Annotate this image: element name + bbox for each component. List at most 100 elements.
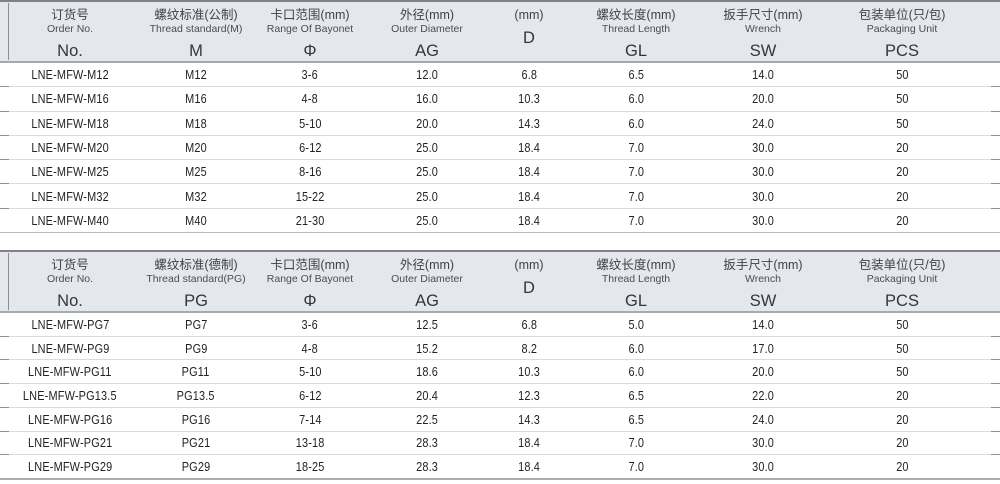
cell-value: 7.0 <box>628 212 644 228</box>
cell-inner-diameter: 18.4 <box>486 184 572 207</box>
table-row: LNE-MFW-M18 M18 5-10 20.0 14.3 6.0 24.0 50 <box>0 111 1000 137</box>
header-wrench-symbol: SW <box>749 292 777 310</box>
cell-value: 18.4 <box>518 459 540 475</box>
cell-value: LNE-MFW-PG7 <box>30 316 110 332</box>
cell-value: 30.0 <box>752 164 774 180</box>
cell-value: 20 <box>895 459 909 475</box>
cell-value: 6.0 <box>628 91 644 107</box>
cell-order-no: LNE-MFW-PG9 <box>0 337 140 360</box>
cell-thread-length: 7.0 <box>572 184 700 207</box>
cell-value: 20 <box>895 212 909 228</box>
cell-value: 24.0 <box>752 115 774 131</box>
cell-order-no: LNE-MFW-M16 <box>0 87 140 110</box>
cell-value: 6.5 <box>628 67 644 83</box>
cell-wrench: 20.0 <box>700 360 826 383</box>
cell-inner-diameter: 18.4 <box>486 209 572 232</box>
cell-outer-diameter: 28.3 <box>368 432 486 455</box>
cell-value: 20.0 <box>752 91 774 107</box>
cell-value: M40 <box>185 212 207 228</box>
header-bayonet-range-cn: 卡口范围(mm) <box>270 8 350 22</box>
cell-value: PG29 <box>181 459 211 475</box>
cell-thread-length: 6.0 <box>572 87 700 110</box>
cell-value: LNE-MFW-M40 <box>31 212 109 228</box>
cell-thread-standard: PG21 <box>140 432 252 455</box>
cell-thread-standard: M25 <box>140 160 252 183</box>
header-wrench-symbol: SW <box>749 42 777 60</box>
cell-inner-diameter: 8.2 <box>486 337 572 360</box>
cell-thread-length: 6.0 <box>572 360 700 383</box>
cell-order-no: LNE-MFW-M20 <box>0 136 140 159</box>
cell-order-no: LNE-MFW-PG21 <box>0 432 140 455</box>
table-row: LNE-MFW-PG16 PG16 7-14 22.5 14.3 6.5 24.0 20 <box>0 407 1000 432</box>
cell-bayonet-range: 21-30 <box>252 209 368 232</box>
cell-wrench: 30.0 <box>700 136 826 159</box>
table-row: LNE-MFW-M25 M25 8-16 25.0 18.4 7.0 30.0 20 <box>0 160 1000 185</box>
cell-value: 20 <box>895 164 909 180</box>
cell-value: 5-10 <box>298 364 322 380</box>
cell-bayonet-range: 5-10 <box>252 360 368 383</box>
cell-thread-standard: M20 <box>140 136 252 159</box>
cell-value: 21-30 <box>295 212 325 228</box>
cell-thread-length: 7.0 <box>572 160 700 183</box>
table-header: 订货号 Order No. No. 螺纹标准(德制) Thread standard(P… <box>0 250 1000 313</box>
cell-value: 18.4 <box>518 139 540 155</box>
header-outer-diameter-cn: 外径(mm) <box>399 8 455 22</box>
table-row: LNE-MFW-PG21 PG21 13-18 28.3 18.4 7.0 30.0 20 <box>0 431 1000 456</box>
header-thread-standard-symbol: PG <box>184 292 208 310</box>
cell-value: 13-18 <box>295 435 325 451</box>
cell-value: 5-10 <box>298 115 322 131</box>
header-thread-length-symbol: GL <box>624 292 647 310</box>
cell-value: 50 <box>895 364 909 380</box>
cell-packaging: 20 <box>826 160 1000 183</box>
cell-value: 12.0 <box>416 67 438 83</box>
cell-packaging: 20 <box>826 136 1000 159</box>
cell-packaging: 50 <box>826 87 1000 110</box>
cell-value: 18.4 <box>518 435 540 451</box>
cell-value: 25.0 <box>416 139 438 155</box>
cell-value: 30.0 <box>752 188 774 204</box>
cell-thread-length: 6.5 <box>572 384 700 407</box>
table-body: LNE-MFW-M12 M12 3-6 12.0 6.8 6.5 14.0 50 LNE-MFW… <box>0 63 1000 233</box>
header-thread-standard-en: Thread standard(PG) <box>146 273 246 285</box>
cell-wrench: 17.0 <box>700 337 826 360</box>
header-thread-standard-cn: 螺纹标准(公制) <box>154 8 238 22</box>
cell-packaging: 50 <box>826 337 1000 360</box>
cell-value: LNE-MFW-PG13.5 <box>23 388 117 404</box>
cell-wrench: 30.0 <box>700 209 826 232</box>
header-outer-diameter-en: Outer Diameter <box>391 273 463 285</box>
cell-order-no: LNE-MFW-PG7 <box>0 313 140 336</box>
cell-packaging: 50 <box>826 63 1000 86</box>
cell-value: 6-12 <box>298 139 322 155</box>
header-thread-length-en: Thread Length <box>601 23 671 35</box>
cell-value: 15-22 <box>295 188 325 204</box>
cell-packaging: 20 <box>826 408 1000 431</box>
header-thread-length-en: Thread Length <box>601 273 671 285</box>
header-order-no-symbol: No. <box>57 42 83 60</box>
cell-value: 16.0 <box>416 91 438 107</box>
cell-value: 20 <box>895 388 909 404</box>
cell-bayonet-range: 8-16 <box>252 160 368 183</box>
cell-outer-diameter: 15.2 <box>368 337 486 360</box>
cell-order-no: LNE-MFW-PG16 <box>0 408 140 431</box>
cell-outer-diameter: 16.0 <box>368 87 486 110</box>
cell-bayonet-range: 13-18 <box>252 432 368 455</box>
cell-thread-standard: M40 <box>140 209 252 232</box>
cell-packaging: 20 <box>826 432 1000 455</box>
cell-value: 10.3 <box>518 364 540 380</box>
cell-value: 6-12 <box>298 388 322 404</box>
cell-value: LNE-MFW-M20 <box>31 139 109 155</box>
header-outer-diameter-en: Outer Diameter <box>391 23 463 35</box>
cell-order-no: LNE-MFW-PG13.5 <box>0 384 140 407</box>
cell-value: M12 <box>185 67 207 83</box>
table-gap <box>0 233 1000 250</box>
cell-outer-diameter: 22.5 <box>368 408 486 431</box>
cell-thread-length: 6.0 <box>572 337 700 360</box>
cell-value: M16 <box>185 91 207 107</box>
cell-order-no: LNE-MFW-M18 <box>0 112 140 135</box>
header-order-no-cn: 订货号 <box>51 8 89 22</box>
cell-value: PG21 <box>181 435 211 451</box>
header-thread-standard-cn: 螺纹标准(德制) <box>154 258 238 272</box>
cell-bayonet-range: 4-8 <box>252 87 368 110</box>
cell-value: 14.0 <box>752 316 774 332</box>
table-row: LNE-MFW-M16 M16 4-8 16.0 10.3 6.0 20.0 50 <box>0 87 1000 112</box>
